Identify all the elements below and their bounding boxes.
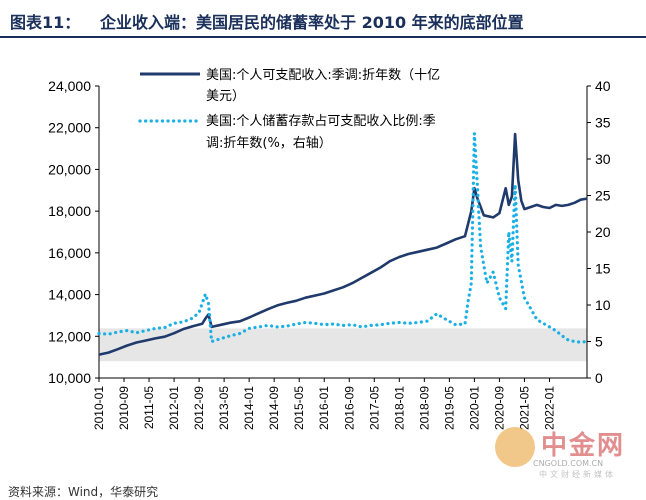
x-axis-tick-label: 2012-01	[167, 386, 181, 430]
watermark-name: 中金网	[541, 431, 626, 461]
x-axis-tick-label: 2022-01	[542, 386, 556, 430]
right-axis-tick-label: 5	[595, 334, 603, 350]
left-axis-tick-label: 12,000	[48, 328, 91, 344]
watermark-tagline: 中文财经新媒体	[539, 470, 616, 479]
figure-title: 企业收入端：美国居民的储蓄率处于 2010 年来的底部位置	[100, 13, 524, 32]
watermark: 中金网 CNGOLD.COM.CN 中文财经新媒体	[495, 425, 635, 479]
figure-header: 图表11： 企业收入端：美国居民的储蓄率处于 2010 年来的底部位置	[0, 0, 646, 36]
legend-label-income-line1: 美国:个人可支配收入:季调:折年数（十亿	[206, 68, 440, 83]
watermark-logo-icon	[495, 427, 535, 467]
left-axis-tick-label: 14,000	[48, 287, 91, 303]
x-axis-tick-label: 2017-05	[367, 386, 381, 430]
x-axis-tick-label: 2018-01	[392, 386, 406, 430]
series-line-saving-rate	[97, 131, 589, 344]
right-axis-tick-label: 10	[595, 297, 611, 313]
right-axis-tick-label: 25	[595, 188, 611, 204]
legend: 美国:个人可支配收入:季调:折年数（十亿 美元） 美国:个人储蓄存款占可支配收入…	[138, 68, 440, 151]
series-line-disposable-income	[98, 132, 588, 356]
legend-label-income-line2: 美元）	[206, 89, 245, 104]
x-axis-tick-label: 2020-01	[467, 386, 481, 430]
x-axis-tick-label: 2010-09	[117, 386, 131, 430]
x-axis-tick-label: 2010-01	[92, 386, 106, 430]
title-divider	[0, 36, 646, 38]
left-axis-tick-label: 18,000	[48, 203, 91, 219]
series-layer	[97, 131, 589, 356]
x-axis-tick-label: 2014-09	[267, 386, 281, 430]
x-axis-tick-label: 2018-09	[417, 386, 431, 430]
left-axis-tick-label: 22,000	[48, 120, 91, 136]
x-axis-tick-label: 2019-05	[442, 386, 456, 430]
watermark-domain: CNGOLD.COM.CN	[533, 459, 604, 468]
x-axis-tick-label: 2012-09	[192, 386, 206, 430]
legend-label-saving-rate-line2: 调:折年数(%，右轴）	[206, 136, 332, 151]
x-axis-tick-label: 2020-09	[492, 386, 506, 430]
x-axis-tick-label: 2016-01	[317, 386, 331, 430]
right-axis-tick-label: 20	[595, 224, 611, 240]
left-axis-tick-label: 10,000	[48, 370, 91, 386]
right-axis-tick-label: 40	[595, 78, 611, 94]
left-axis-tick-label: 16,000	[48, 245, 91, 261]
right-axis-tick-label: 15	[595, 261, 611, 277]
right-axis-tick-label: 35	[595, 115, 611, 131]
legend-label-saving-rate-line1: 美国:个人储蓄存款占可支配收入比例:季	[206, 114, 436, 129]
axes-layer: 10,000 12,000 14,000 16,000 18,000 20,000 22,0…	[48, 78, 611, 430]
right-axis-tick-label: 0	[595, 370, 603, 386]
shaded-band-layer	[99, 328, 587, 362]
right-axis-tick-label: 30	[595, 151, 611, 167]
left-axis-tick-label: 20,000	[48, 161, 91, 177]
x-axis-tick-label: 2014-01	[242, 386, 256, 430]
left-axis-tick-label: 24,000	[48, 78, 91, 94]
figure-label: 图表11：	[10, 13, 81, 32]
x-axis-tick-label: 2013-05	[217, 386, 231, 430]
x-axis-tick-label: 2021-05	[517, 386, 531, 430]
shaded-band	[99, 328, 587, 362]
x-axis-tick-label: 2015-05	[292, 386, 306, 430]
x-axis-tick-label: 2011-05	[142, 386, 156, 429]
x-axis-tick-label: 2016-09	[342, 386, 356, 430]
source-note: 资料来源：Wind，华泰研究	[8, 485, 159, 499]
